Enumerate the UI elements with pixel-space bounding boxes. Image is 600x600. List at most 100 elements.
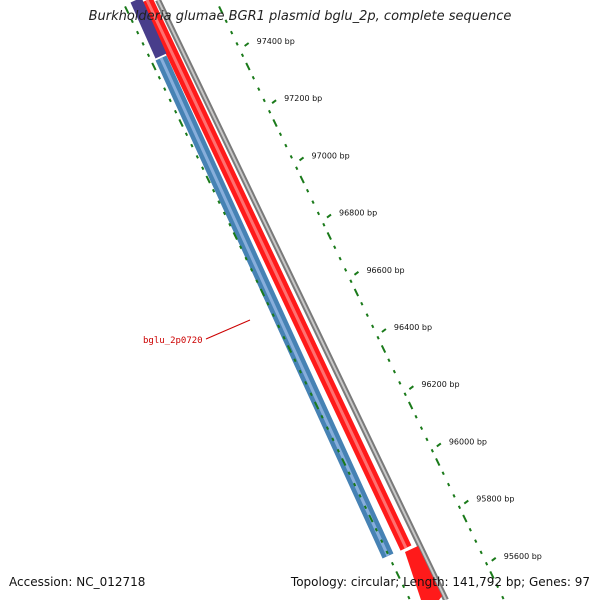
tick-label: 96800 bp — [339, 209, 377, 218]
tick-mark — [425, 437, 429, 442]
tick-mark — [343, 268, 348, 272]
tick-mark — [368, 514, 374, 523]
tick-label: 95800 bp — [476, 495, 514, 504]
major-tick — [244, 42, 250, 47]
tick-mark — [349, 279, 353, 284]
forward-gene-arrow[interactable] — [405, 546, 442, 600]
major-tick — [463, 499, 469, 505]
tick-mark — [462, 514, 468, 523]
tick-mark — [245, 62, 251, 71]
tick-mark — [314, 401, 320, 410]
tick-mark — [380, 344, 387, 354]
tick-mark — [278, 132, 283, 137]
tick-mark — [401, 584, 406, 589]
tick-mark — [353, 482, 357, 487]
major-tick — [326, 213, 332, 219]
tick-mark — [501, 595, 505, 600]
tick-mark — [249, 268, 254, 272]
major-tick — [353, 270, 360, 276]
tick-mark — [363, 505, 368, 510]
tick-mark — [293, 358, 297, 363]
gene-label-connector — [205, 319, 251, 340]
tick-mark — [211, 188, 216, 193]
tick-mark — [468, 527, 472, 532]
reverse-gene-dark[interactable] — [130, 0, 167, 59]
tick-mark — [489, 570, 495, 580]
tick-mark — [201, 166, 205, 171]
tick-mark — [331, 437, 335, 442]
tick-mark — [336, 448, 340, 453]
tick-mark — [419, 426, 424, 430]
tick-label: 95600 bp — [504, 552, 542, 561]
tick-mark — [244, 256, 248, 261]
tick-mark — [365, 313, 369, 317]
tick-mark — [305, 188, 310, 193]
tick-label: 97200 bp — [284, 94, 322, 103]
tick-mark — [395, 570, 401, 580]
tick-label: 96600 bp — [366, 266, 404, 275]
tick-mark — [259, 288, 266, 297]
tick-mark — [268, 109, 272, 114]
tick-mark — [316, 211, 321, 216]
tick-mark — [474, 539, 478, 543]
gene-label[interactable]: bglu_2p0720 — [143, 336, 203, 346]
tick-mark — [184, 132, 189, 137]
tick-mark — [299, 175, 305, 184]
tick-mark — [311, 200, 315, 204]
tick-mark — [286, 344, 293, 354]
tick-mark — [398, 381, 402, 385]
tick-mark — [266, 301, 270, 306]
tick-mark — [282, 335, 286, 340]
tick-mark — [141, 42, 145, 46]
forward-gene-highlight — [145, 0, 408, 549]
tick-mark — [407, 595, 411, 600]
tick-mark — [403, 392, 407, 397]
tick-mark — [452, 494, 456, 498]
major-tick — [436, 442, 442, 448]
major-tick — [381, 328, 387, 333]
tick-mark — [371, 324, 375, 329]
tick-mark — [479, 550, 483, 555]
tick-mark — [262, 98, 266, 103]
tick-mark — [341, 457, 347, 467]
minor-ticks — [124, 5, 505, 600]
tick-label: 96200 bp — [421, 380, 459, 389]
reverse-gene-highlight — [159, 57, 390, 557]
tick-mark — [374, 527, 378, 532]
tick-mark — [309, 392, 313, 397]
tick-mark — [174, 109, 178, 114]
tick-mark — [168, 98, 172, 103]
tick-mark — [435, 457, 441, 467]
tick-mark — [495, 584, 500, 589]
tick-mark — [218, 5, 224, 15]
tick-mark — [232, 231, 238, 241]
tick-mark — [447, 482, 451, 487]
sequence-summary: Topology: circular; Length: 141,792 bp; … — [290, 575, 590, 589]
tick-mark — [295, 166, 299, 171]
major-tick — [491, 556, 497, 562]
tick-mark — [277, 324, 281, 329]
tick-mark — [408, 401, 414, 410]
tick-label: 97400 bp — [257, 37, 295, 46]
tick-label: 96400 bp — [394, 323, 432, 332]
tick-mark — [430, 448, 434, 453]
tick-mark — [124, 5, 130, 15]
tick-mark — [240, 53, 245, 58]
accession-text: Accession: NC_012718 — [9, 575, 146, 589]
tick-mark — [239, 245, 243, 250]
tick-mark — [284, 143, 288, 148]
tick-mark — [222, 211, 227, 216]
major-tick — [408, 385, 414, 391]
tick-mark — [325, 426, 330, 430]
tick-mark — [195, 155, 199, 159]
tick-mark — [387, 358, 391, 363]
tick-mark — [392, 369, 396, 374]
tick-mark — [414, 414, 418, 419]
map-title: Burkholderia glumae BGR1 plasmid bglu_2p… — [88, 9, 512, 24]
tick-mark — [228, 222, 232, 227]
tick-mark — [271, 313, 275, 317]
tick-mark — [390, 561, 395, 566]
tick-mark — [353, 288, 360, 297]
backbone-inner — [157, 0, 447, 600]
